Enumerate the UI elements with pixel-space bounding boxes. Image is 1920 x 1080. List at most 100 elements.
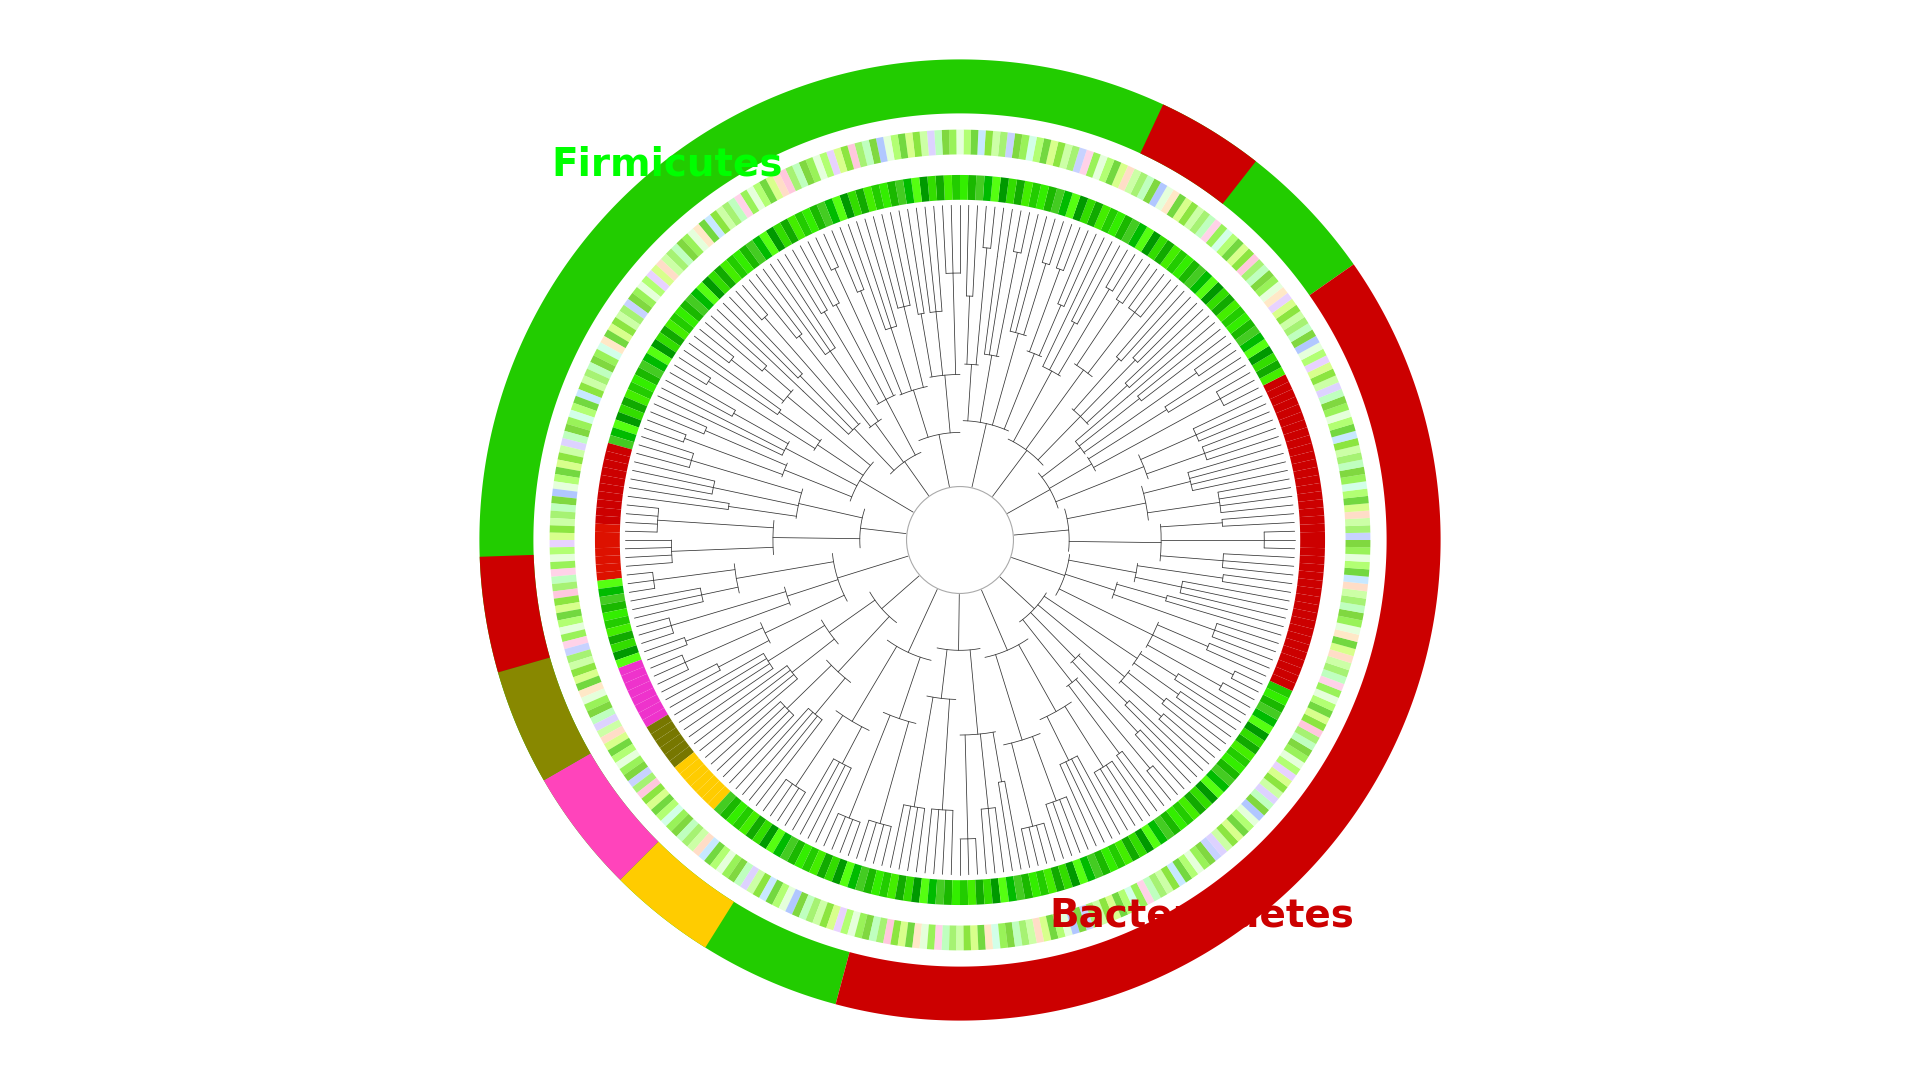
Polygon shape [714, 265, 735, 288]
Polygon shape [833, 907, 847, 932]
Polygon shape [1325, 656, 1352, 671]
Polygon shape [1294, 336, 1319, 354]
Polygon shape [1194, 215, 1215, 239]
Polygon shape [1004, 133, 1016, 158]
Polygon shape [1340, 595, 1367, 606]
Polygon shape [1066, 193, 1081, 219]
Polygon shape [603, 608, 628, 621]
Polygon shape [1127, 832, 1148, 858]
Polygon shape [1106, 160, 1121, 186]
Polygon shape [943, 175, 952, 200]
Polygon shape [1035, 184, 1048, 211]
Polygon shape [1331, 643, 1356, 657]
Polygon shape [603, 459, 628, 472]
Polygon shape [651, 339, 676, 359]
Polygon shape [697, 282, 720, 305]
Polygon shape [991, 923, 1000, 949]
Polygon shape [879, 183, 891, 208]
Polygon shape [831, 195, 847, 221]
Polygon shape [975, 879, 985, 905]
Polygon shape [576, 389, 601, 405]
Polygon shape [1298, 563, 1325, 572]
Polygon shape [872, 184, 885, 211]
Polygon shape [599, 475, 626, 487]
Polygon shape [1332, 431, 1357, 444]
Polygon shape [902, 178, 914, 204]
Polygon shape [872, 869, 885, 896]
Polygon shape [1334, 622, 1361, 635]
Polygon shape [1087, 853, 1104, 879]
Polygon shape [1043, 186, 1058, 212]
Polygon shape [588, 701, 612, 718]
Polygon shape [1148, 235, 1167, 260]
Polygon shape [1206, 770, 1229, 793]
Polygon shape [551, 581, 578, 592]
Polygon shape [1267, 293, 1292, 313]
Polygon shape [1004, 922, 1016, 947]
Polygon shape [628, 680, 653, 699]
Polygon shape [549, 525, 574, 534]
Polygon shape [758, 178, 778, 204]
Polygon shape [716, 850, 735, 874]
Polygon shape [1154, 186, 1173, 211]
Polygon shape [868, 138, 881, 164]
Polygon shape [1148, 183, 1167, 207]
Polygon shape [910, 177, 922, 203]
Circle shape [906, 486, 1014, 594]
Polygon shape [1344, 503, 1369, 512]
Polygon shape [998, 132, 1008, 157]
Polygon shape [1279, 411, 1304, 428]
Polygon shape [624, 299, 649, 319]
Polygon shape [576, 675, 601, 691]
Polygon shape [862, 915, 874, 940]
Polygon shape [904, 922, 916, 947]
Polygon shape [1154, 869, 1173, 894]
Polygon shape [876, 137, 887, 163]
Polygon shape [1248, 346, 1273, 365]
Polygon shape [553, 595, 580, 606]
Polygon shape [616, 311, 639, 330]
Polygon shape [584, 694, 611, 712]
Polygon shape [660, 733, 685, 755]
Polygon shape [1221, 752, 1246, 774]
Polygon shape [1338, 459, 1363, 471]
Polygon shape [772, 222, 793, 248]
Polygon shape [876, 917, 887, 943]
Polygon shape [607, 623, 632, 637]
Polygon shape [1185, 265, 1206, 288]
Polygon shape [641, 275, 664, 297]
Polygon shape [766, 227, 785, 252]
Polygon shape [1331, 423, 1356, 437]
Polygon shape [960, 175, 968, 200]
Polygon shape [1271, 299, 1296, 319]
Polygon shape [1221, 239, 1244, 261]
Polygon shape [570, 662, 597, 677]
Polygon shape [1336, 453, 1363, 464]
Polygon shape [582, 688, 607, 704]
Polygon shape [983, 176, 993, 201]
Polygon shape [1194, 841, 1215, 865]
Polygon shape [1060, 910, 1073, 936]
Polygon shape [1066, 861, 1081, 887]
Polygon shape [1050, 866, 1066, 892]
Polygon shape [628, 293, 653, 313]
Polygon shape [687, 828, 708, 851]
Polygon shape [868, 916, 881, 942]
Polygon shape [555, 467, 580, 478]
Polygon shape [739, 245, 760, 269]
Polygon shape [1131, 172, 1148, 198]
Polygon shape [854, 141, 868, 167]
Polygon shape [670, 312, 693, 334]
Polygon shape [1263, 688, 1288, 705]
Polygon shape [582, 376, 607, 392]
Polygon shape [551, 488, 578, 499]
Polygon shape [609, 435, 634, 449]
Polygon shape [824, 199, 841, 225]
Polygon shape [816, 201, 833, 227]
Polygon shape [549, 518, 574, 526]
Polygon shape [1346, 525, 1371, 534]
Polygon shape [1029, 872, 1041, 897]
Polygon shape [657, 799, 680, 821]
Polygon shape [595, 540, 620, 549]
Polygon shape [745, 815, 766, 840]
